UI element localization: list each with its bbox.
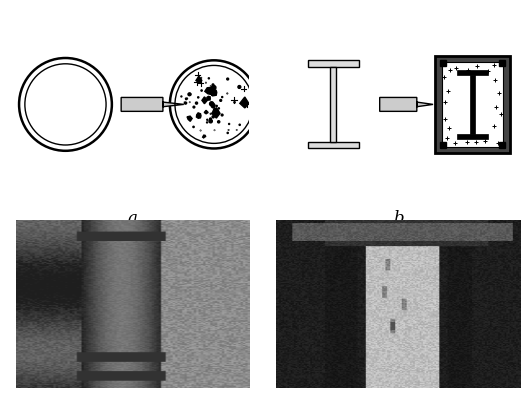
Polygon shape (213, 90, 217, 93)
Polygon shape (184, 102, 187, 104)
Polygon shape (196, 113, 201, 118)
Circle shape (204, 101, 205, 102)
Circle shape (188, 93, 191, 96)
Text: a: a (128, 210, 138, 226)
Bar (308, 60, 359, 67)
Circle shape (207, 119, 208, 120)
Circle shape (227, 93, 228, 94)
Circle shape (218, 108, 219, 109)
Polygon shape (204, 110, 208, 114)
Circle shape (208, 78, 209, 79)
Circle shape (227, 132, 228, 134)
Circle shape (205, 82, 206, 83)
Bar (435, 56, 510, 153)
Circle shape (238, 86, 241, 88)
Bar (442, 62, 503, 147)
Polygon shape (212, 108, 220, 118)
Bar (330, 67, 336, 142)
Bar (470, 75, 475, 134)
Circle shape (218, 121, 220, 123)
Circle shape (210, 118, 211, 120)
Circle shape (245, 106, 246, 107)
Circle shape (212, 84, 214, 86)
Circle shape (189, 93, 191, 96)
Circle shape (201, 90, 202, 91)
Bar (308, 142, 359, 148)
Circle shape (221, 96, 222, 98)
Polygon shape (207, 96, 210, 100)
Text: b: b (393, 210, 404, 226)
Circle shape (211, 104, 215, 107)
Polygon shape (185, 98, 187, 100)
Polygon shape (213, 108, 219, 114)
Circle shape (207, 122, 208, 123)
Bar (457, 70, 487, 75)
Bar (457, 134, 487, 139)
Circle shape (211, 104, 215, 108)
Circle shape (210, 102, 213, 106)
Circle shape (216, 105, 217, 106)
Circle shape (193, 126, 194, 128)
Circle shape (212, 116, 215, 118)
Circle shape (227, 78, 229, 80)
Polygon shape (202, 97, 207, 104)
Circle shape (220, 100, 221, 101)
Polygon shape (240, 97, 249, 108)
Circle shape (193, 106, 195, 108)
Circle shape (181, 96, 182, 97)
Circle shape (239, 124, 241, 126)
Circle shape (170, 60, 258, 148)
Polygon shape (205, 87, 213, 94)
Circle shape (234, 102, 235, 103)
Circle shape (209, 120, 212, 123)
Circle shape (221, 114, 223, 116)
Circle shape (212, 86, 216, 90)
Polygon shape (187, 116, 192, 121)
Circle shape (212, 90, 215, 92)
Circle shape (195, 102, 198, 104)
Polygon shape (203, 135, 206, 138)
Polygon shape (380, 98, 433, 111)
Circle shape (198, 97, 199, 98)
Polygon shape (196, 76, 202, 83)
Polygon shape (211, 90, 217, 96)
Polygon shape (121, 98, 184, 111)
